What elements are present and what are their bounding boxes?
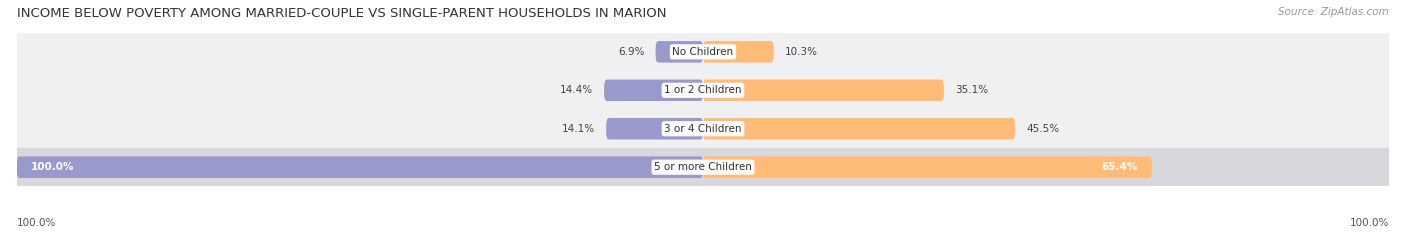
- Text: 14.1%: 14.1%: [562, 124, 595, 134]
- Text: 6.9%: 6.9%: [619, 47, 645, 57]
- FancyBboxPatch shape: [606, 118, 703, 140]
- Bar: [17, 110, 1389, 148]
- FancyBboxPatch shape: [605, 79, 703, 101]
- FancyBboxPatch shape: [703, 118, 1015, 140]
- FancyBboxPatch shape: [17, 156, 703, 178]
- Text: No Children: No Children: [672, 47, 734, 57]
- Text: 1 or 2 Children: 1 or 2 Children: [664, 85, 742, 95]
- Bar: [17, 148, 1389, 186]
- Text: 10.3%: 10.3%: [785, 47, 818, 57]
- FancyBboxPatch shape: [655, 41, 703, 63]
- Text: 45.5%: 45.5%: [1026, 124, 1059, 134]
- FancyBboxPatch shape: [703, 41, 773, 63]
- Text: 5 or more Children: 5 or more Children: [654, 162, 752, 172]
- FancyBboxPatch shape: [703, 79, 943, 101]
- Text: INCOME BELOW POVERTY AMONG MARRIED-COUPLE VS SINGLE-PARENT HOUSEHOLDS IN MARION: INCOME BELOW POVERTY AMONG MARRIED-COUPL…: [17, 7, 666, 20]
- Text: 35.1%: 35.1%: [955, 85, 988, 95]
- Text: Source: ZipAtlas.com: Source: ZipAtlas.com: [1278, 7, 1389, 17]
- Text: 3 or 4 Children: 3 or 4 Children: [664, 124, 742, 134]
- Text: 65.4%: 65.4%: [1102, 162, 1137, 172]
- Bar: [17, 71, 1389, 110]
- Text: 100.0%: 100.0%: [31, 162, 75, 172]
- Bar: [17, 33, 1389, 71]
- Text: 14.4%: 14.4%: [560, 85, 593, 95]
- FancyBboxPatch shape: [703, 156, 1152, 178]
- Text: 100.0%: 100.0%: [17, 218, 56, 228]
- Text: 100.0%: 100.0%: [1350, 218, 1389, 228]
